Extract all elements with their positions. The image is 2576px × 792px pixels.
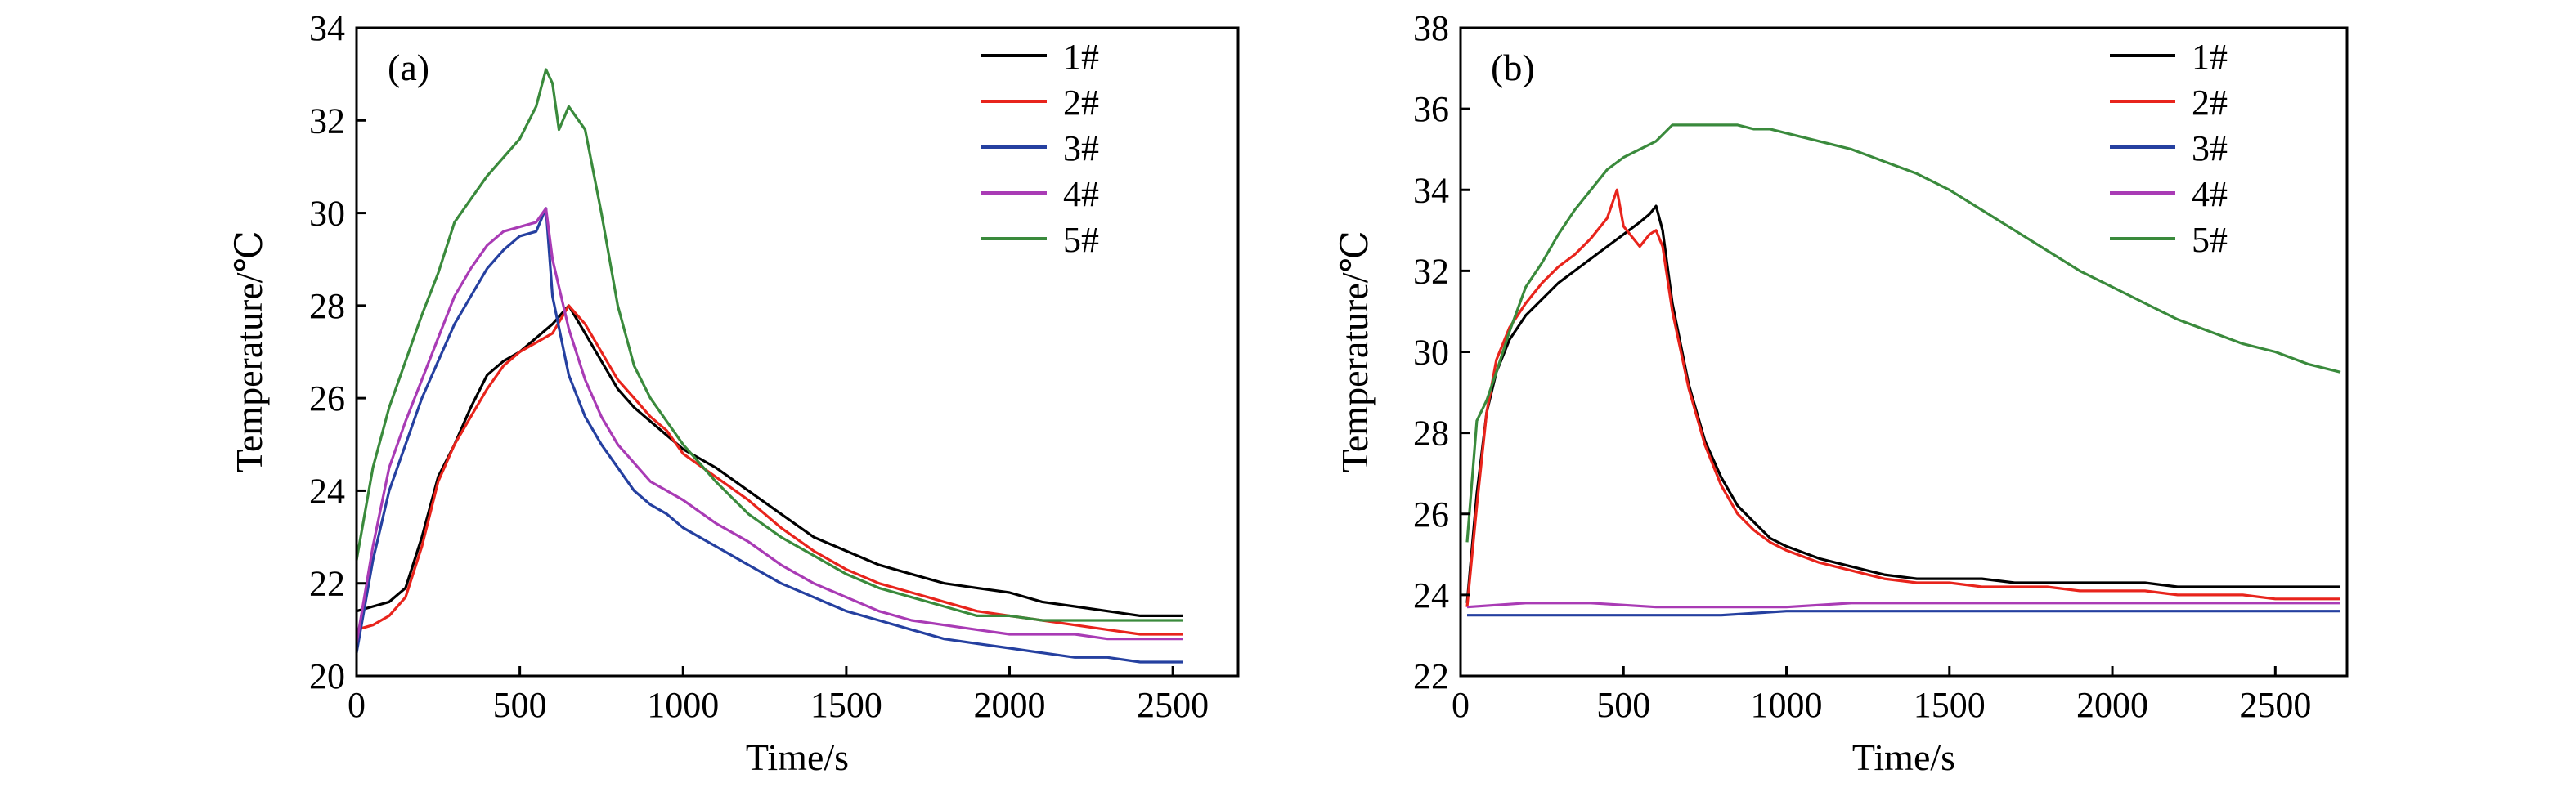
x-tick-label-b-0: 0 xyxy=(1452,685,1470,725)
y-tick-label-a-22: 22 xyxy=(309,564,345,604)
series-layer-b xyxy=(1465,123,2341,617)
x-tick-label-b-500: 500 xyxy=(1596,685,1650,725)
y-tick-label-a-28: 28 xyxy=(309,286,345,326)
y-tick-label-b-34: 34 xyxy=(1413,170,1449,210)
y-tick-label-b-38: 38 xyxy=(1413,8,1449,48)
x-tick-label-a-500: 500 xyxy=(493,685,547,725)
legend-label-b-3: 3# xyxy=(2192,128,2228,168)
x-tick-label-b-2500: 2500 xyxy=(2239,685,2311,725)
legend-label-b-2: 2# xyxy=(2192,83,2228,123)
series-layer-a xyxy=(355,68,1183,664)
y-tick-label-a-26: 26 xyxy=(309,378,345,418)
y-tick-label-b-26: 26 xyxy=(1413,494,1449,535)
y-tick-label-b-24: 24 xyxy=(1413,575,1449,615)
legend-label-b-5: 5# xyxy=(2192,220,2228,260)
x-axis-title-b: Time/s xyxy=(1852,736,1955,778)
y-tick-label-a-30: 30 xyxy=(309,194,345,234)
series-line-b-4 xyxy=(1466,602,2340,609)
series-line-a-3 xyxy=(355,207,1183,664)
x-tick-label-a-1500: 1500 xyxy=(810,685,882,725)
panel-label-a: (a) xyxy=(388,47,429,88)
legend-label-a-2: 2# xyxy=(1063,83,1099,123)
series-line-b-2 xyxy=(1465,188,2340,607)
panel-b: 0 500 1000 1500 2000 2500 22 24 26 28 30 32 34 36 38 (… xyxy=(1334,8,2349,778)
x-tick-label-b-1500: 1500 xyxy=(1914,685,1986,725)
y-tick-label-b-30: 30 xyxy=(1413,333,1449,373)
plot-frame-b xyxy=(1459,26,2349,678)
series-line-a-4 xyxy=(355,207,1183,644)
legend-b: 1# 2# 3# 4# 5# xyxy=(2110,37,2228,260)
ticks-layer-a: 0 500 1000 1500 2000 2500 20 22 24 26 28 30 32 34 xyxy=(309,8,1209,725)
x-tick-label-a-1000: 1000 xyxy=(647,685,719,725)
y-tick-label-a-20: 20 xyxy=(309,656,345,696)
ticks-layer-b: 0 500 1000 1500 2000 2500 22 24 26 28 30 32 34 36 38 xyxy=(1413,8,2311,725)
y-tick-label-b-36: 36 xyxy=(1413,89,1449,129)
series-line-b-3 xyxy=(1467,610,2340,617)
series-line-a-2 xyxy=(356,304,1183,636)
panel-a: 0 500 1000 1500 2000 2500 20 22 24 26 28 30 32 34 (a)… xyxy=(228,8,1240,778)
series-line-a-1 xyxy=(356,304,1183,618)
legend-label-a-1: 1# xyxy=(1063,37,1099,77)
legend-a: 1# 2# 3# 4# 5# xyxy=(981,37,1099,260)
legend-label-a-5: 5# xyxy=(1063,220,1099,260)
y-tick-label-b-28: 28 xyxy=(1413,414,1449,454)
y-axis-title-a: Temperature/℃ xyxy=(228,230,270,472)
y-tick-label-b-22: 22 xyxy=(1413,656,1449,696)
panel-label-b: (b) xyxy=(1491,47,1535,88)
series-line-a-5 xyxy=(355,68,1183,622)
series-line-b-1 xyxy=(1465,204,2340,603)
plot-frame-a xyxy=(355,26,1240,678)
legend-label-b-4: 4# xyxy=(2192,174,2228,214)
y-tick-label-a-34: 34 xyxy=(309,8,345,48)
legend-label-b-1: 1# xyxy=(2192,37,2228,77)
y-tick-label-b-32: 32 xyxy=(1413,251,1449,291)
y-axis-title-b: Temperature/℃ xyxy=(1334,230,1376,472)
y-tick-label-a-24: 24 xyxy=(309,471,345,511)
x-tick-label-a-0: 0 xyxy=(348,685,366,725)
x-tick-label-b-2000: 2000 xyxy=(2076,685,2148,725)
x-axis-title-a: Time/s xyxy=(746,736,849,778)
x-tick-label-a-2500: 2500 xyxy=(1137,685,1209,725)
y-tick-label-a-32: 32 xyxy=(309,101,345,141)
legend-label-a-3: 3# xyxy=(1063,128,1099,168)
x-tick-label-b-1000: 1000 xyxy=(1751,685,1823,725)
series-line-b-5 xyxy=(1465,123,2341,543)
legend-label-a-4: 4# xyxy=(1063,174,1099,214)
x-tick-label-a-2000: 2000 xyxy=(974,685,1046,725)
